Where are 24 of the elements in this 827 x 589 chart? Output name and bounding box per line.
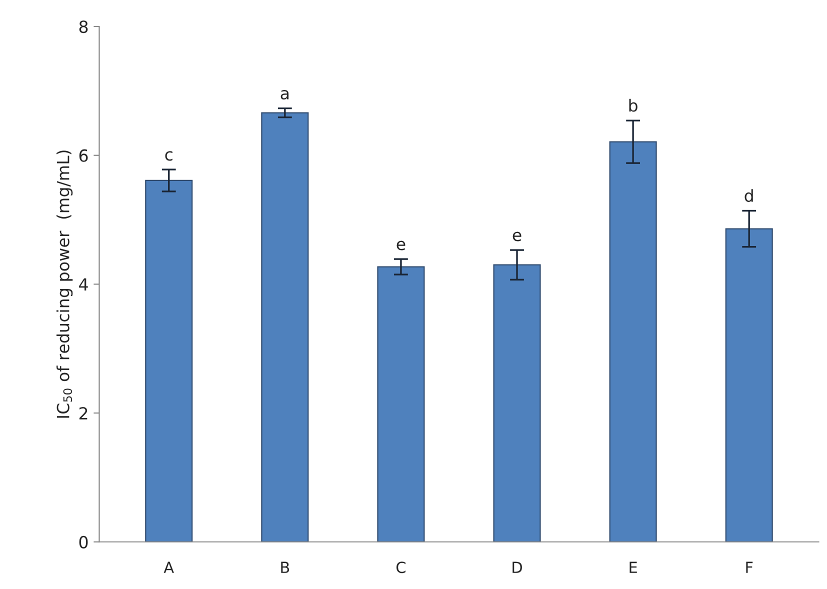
bar <box>145 180 193 542</box>
bar <box>377 266 425 542</box>
annotation: c <box>165 151 172 161</box>
annotation: d <box>744 189 753 202</box>
annotation: b <box>629 98 638 112</box>
annotation: e <box>512 232 522 242</box>
annotation: a <box>280 90 289 100</box>
bar <box>261 112 309 542</box>
y-tick-label: 2 <box>79 407 88 420</box>
x-tick-label: B <box>281 562 290 573</box>
bar <box>493 264 541 542</box>
bar <box>725 228 773 542</box>
y-tick-label: 4 <box>79 278 88 291</box>
y-tick-label: 0 <box>79 536 88 548</box>
x-tick-label: F <box>746 562 753 573</box>
y-axis-title: IC$_{50}$ of reducing power (mg/mL) <box>56 150 73 418</box>
annotation: e <box>396 240 406 250</box>
x-tick-label: D <box>512 562 522 573</box>
x-tick-label: A <box>164 562 174 573</box>
x-tick-label: C <box>396 562 406 574</box>
x-tick-label: E <box>630 562 637 573</box>
y-tick-label: 8 <box>79 20 88 34</box>
y-tick-label: 6 <box>79 149 88 162</box>
bar <box>609 141 657 542</box>
